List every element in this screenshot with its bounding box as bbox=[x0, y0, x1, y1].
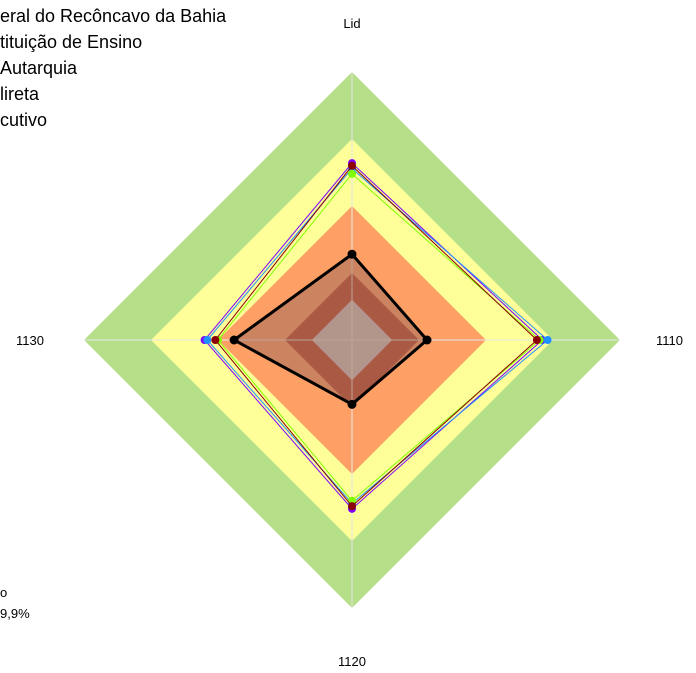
series-3-point-2 bbox=[348, 502, 356, 511]
axis-label-1: 1110 bbox=[656, 333, 683, 348]
axis-label-3: 1130 bbox=[16, 333, 44, 348]
legend-line-4: lireta bbox=[0, 84, 40, 104]
note-line-2: 9,9% bbox=[0, 606, 30, 621]
series-4-point-1 bbox=[422, 335, 432, 345]
legend-line-1: eral do Recôncavo da Bahia bbox=[0, 6, 227, 26]
legend-line-2: tituição de Ensino bbox=[0, 32, 143, 52]
series-2-point-0 bbox=[348, 169, 356, 178]
series-3-point-3 bbox=[211, 336, 220, 344]
axis-label-2: 1120 bbox=[338, 654, 366, 669]
series-3-point-1 bbox=[532, 336, 541, 344]
series-4-point-2 bbox=[347, 399, 357, 409]
axis-label-0: Lid bbox=[343, 16, 360, 31]
note-line-1: o bbox=[0, 585, 8, 600]
series-3-point-0 bbox=[348, 161, 356, 170]
series-1-point-3 bbox=[203, 336, 212, 344]
series-1-point-1 bbox=[543, 336, 552, 344]
series-4-point-3 bbox=[229, 335, 239, 345]
series-4-point-0 bbox=[347, 249, 357, 259]
legend-line-5: cutivo bbox=[0, 110, 48, 130]
legend-line-3: Autarquia bbox=[0, 58, 78, 78]
